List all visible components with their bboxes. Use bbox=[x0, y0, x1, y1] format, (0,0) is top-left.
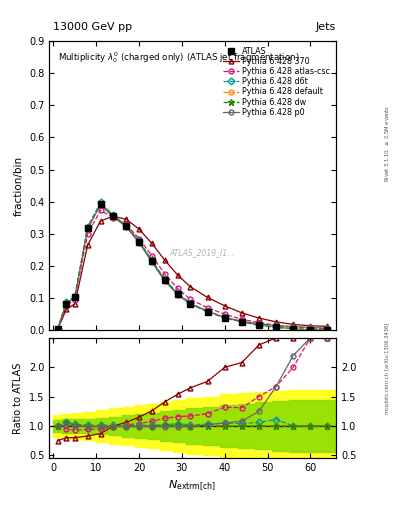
Text: mcplots.cern.ch [arXiv:1306.3436]: mcplots.cern.ch [arXiv:1306.3436] bbox=[385, 323, 389, 414]
Text: Jets: Jets bbox=[316, 22, 336, 32]
Legend: ATLAS, Pythia 6.428 370, Pythia 6.428 atlas-csc, Pythia 6.428 d6t, Pythia 6.428 : ATLAS, Pythia 6.428 370, Pythia 6.428 at… bbox=[220, 44, 334, 120]
Y-axis label: fraction/bin: fraction/bin bbox=[13, 156, 23, 216]
Text: ATLAS_2019_I1...: ATLAS_2019_I1... bbox=[170, 248, 235, 257]
X-axis label: $N_{\mathrm{extrm[ch]}}$: $N_{\mathrm{extrm[ch]}}$ bbox=[169, 479, 217, 493]
Text: 13000 GeV pp: 13000 GeV pp bbox=[53, 22, 132, 32]
Text: Multiplicity $\lambda_0^0$ (charged only) (ATLAS jet fragmentation): Multiplicity $\lambda_0^0$ (charged only… bbox=[58, 50, 299, 65]
Y-axis label: Ratio to ATLAS: Ratio to ATLAS bbox=[13, 362, 23, 434]
Text: Rivet 3.1.10, $\geq$ 2.5M events: Rivet 3.1.10, $\geq$ 2.5M events bbox=[383, 105, 391, 182]
